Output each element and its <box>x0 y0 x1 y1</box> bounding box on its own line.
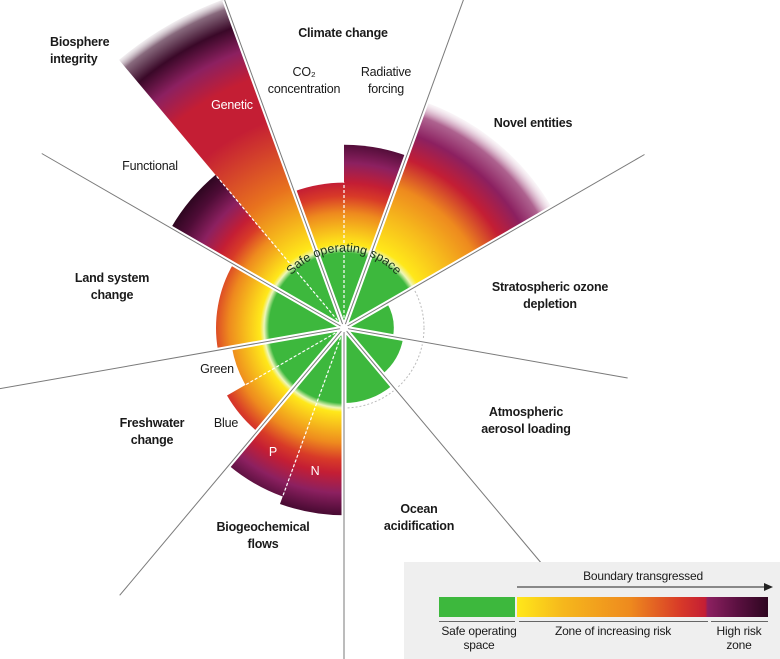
title-line: change <box>130 433 174 447</box>
title-line: Climate change <box>298 26 388 40</box>
legend-risk-gradient <box>517 597 768 617</box>
divider-line <box>346 330 545 568</box>
wedge-aerosol-loading <box>344 328 404 374</box>
title-line: integrity <box>50 52 98 66</box>
title-line: flows <box>247 537 279 551</box>
label-ozone-depletion: Stratospheric ozone depletion <box>491 279 609 313</box>
title-line: Biogeochemical <box>216 520 310 534</box>
label-line: Green <box>200 362 234 376</box>
legend-increasing-label: Zone of increasing risk <box>554 624 672 638</box>
label-line: Genetic <box>211 98 253 112</box>
divider-line <box>0 328 341 390</box>
legend-risk-underline <box>519 621 708 622</box>
title-line: Atmospheric <box>488 405 564 419</box>
wedge-novel-entities <box>344 102 552 328</box>
label-green: Green <box>200 361 234 378</box>
label-biogeochemical-flows: Biogeochemical flows <box>216 519 309 553</box>
wedge-biogeochemical-flows-n <box>279 328 344 516</box>
divider-line <box>344 0 464 325</box>
divider-line <box>347 154 645 327</box>
title-line: Ocean <box>400 502 438 516</box>
legend-arrow-label: Boundary transgressed <box>583 569 703 583</box>
legend-arrow <box>517 583 773 591</box>
sub-divider-biosphere-integrity <box>215 174 345 329</box>
label-freshwater-change: Freshwater change <box>120 415 185 449</box>
label-line: Blue <box>213 416 239 430</box>
legend-line: Safe operating <box>441 624 517 638</box>
label-blue: Blue <box>214 415 238 432</box>
legend-line: space <box>463 638 495 652</box>
divider-line <box>119 330 342 596</box>
wedge-biosphere-integrity-functional <box>170 174 344 328</box>
label-land-system-change: Land system change <box>75 270 149 304</box>
label-line: Functional <box>122 159 178 173</box>
label-line: N <box>310 464 320 478</box>
wedge-land-system-change <box>216 264 344 351</box>
label-line: forcing <box>367 82 405 96</box>
legend: Boundary transgressed Safe operating spac… <box>404 562 780 659</box>
label-co2-concentration: CO₂ concentration <box>267 64 341 98</box>
title-line: Novel entities <box>493 116 573 130</box>
legend-line: zone <box>726 638 752 652</box>
sub-divider-freshwater-change <box>245 327 345 386</box>
legend-safe-underline <box>439 621 515 622</box>
label-radiative-forcing: Radiative forcing <box>360 64 412 98</box>
label-novel-entities: Novel entities <box>493 115 573 132</box>
legend-safe-label: Safe operating space <box>441 624 516 652</box>
label-aerosol-loading: Atmospheric aerosol loading <box>481 404 571 438</box>
label-genetic: Genetic <box>211 97 253 114</box>
wedge-ocean-acidification <box>344 328 393 404</box>
divider-line <box>41 153 341 327</box>
legend-safe-swatch <box>439 597 515 617</box>
label-ocean-acidification: Ocean acidification <box>383 501 455 535</box>
title-line: Land system <box>74 271 150 285</box>
title-line: Freshwater <box>119 416 185 430</box>
title-line: Biosphere <box>50 35 110 49</box>
label-line: P <box>268 445 278 459</box>
title-line: depletion <box>523 297 577 311</box>
label-n: N <box>311 463 320 480</box>
wedge-biosphere-integrity-genetic <box>119 0 344 328</box>
wedge-biogeochemical-flows-p <box>228 328 344 497</box>
label-climate-change: Climate change <box>298 25 388 42</box>
divider-line <box>224 0 344 325</box>
title-line: acidification <box>383 519 455 533</box>
wedge-freshwater-change-green <box>231 328 344 385</box>
divider-line <box>347 328 628 379</box>
label-biosphere-integrity: Biosphere integrity <box>50 34 110 68</box>
title-line: change <box>90 288 134 302</box>
label-line: CO₂ <box>292 65 316 79</box>
label-line: Radiative <box>360 65 412 79</box>
title-line: Stratospheric ozone <box>491 280 609 294</box>
label-functional: Functional <box>122 158 178 175</box>
legend-high-label: High risk zone <box>717 624 762 652</box>
label-line: concentration <box>267 82 341 96</box>
title-line: aerosol loading <box>481 422 571 436</box>
legend-high-underline <box>711 621 768 622</box>
wedge-freshwater-change-blue <box>227 328 344 432</box>
legend-line: High risk <box>716 624 762 638</box>
label-p: P <box>269 444 277 461</box>
